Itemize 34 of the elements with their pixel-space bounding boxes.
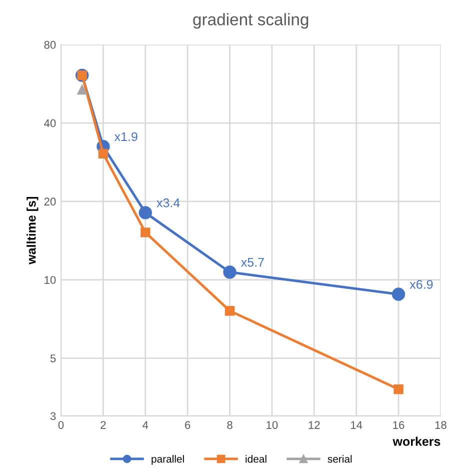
x-axis-title: workers [392,436,440,446]
legend-label: parallel [152,455,184,465]
point [77,84,87,95]
point [392,288,406,301]
point [140,228,150,238]
annotation: x1.9 [114,132,138,142]
legend-label: serial [328,455,352,463]
point [394,384,404,394]
y-tick-label: 20 [44,198,56,206]
legend-label: ideal [246,455,266,463]
x-tick-label: 16 [393,421,404,429]
x-tick-label: 12 [308,421,320,429]
y-tick-label: 3 [50,412,56,420]
y-tick-label: 5 [50,354,56,362]
y-tick-label: 40 [44,119,56,128]
point [223,266,236,279]
y-tick-label: 80 [44,40,56,49]
chart-title: gradient scaling [193,13,308,29]
x-tick-label: 10 [266,421,278,429]
y-tick-label: 10 [44,276,56,284]
annotation: x3.4 [156,198,180,208]
point [138,206,152,220]
point [98,148,108,159]
annotation: x5.7 [241,258,264,267]
annotation: x6.9 [410,280,433,289]
x-tick-label: 8 [227,421,232,429]
x-tick-label: 4 [142,421,148,429]
x-tick-label: 14 [350,421,362,429]
x-tick-label: 0 [58,421,64,429]
x-tick-label: 6 [185,421,190,429]
x-tick-label: 18 [435,421,446,429]
point [224,306,235,316]
x-tick-label: 2 [100,421,106,429]
y-axis-title: walltime [s] [26,196,38,264]
